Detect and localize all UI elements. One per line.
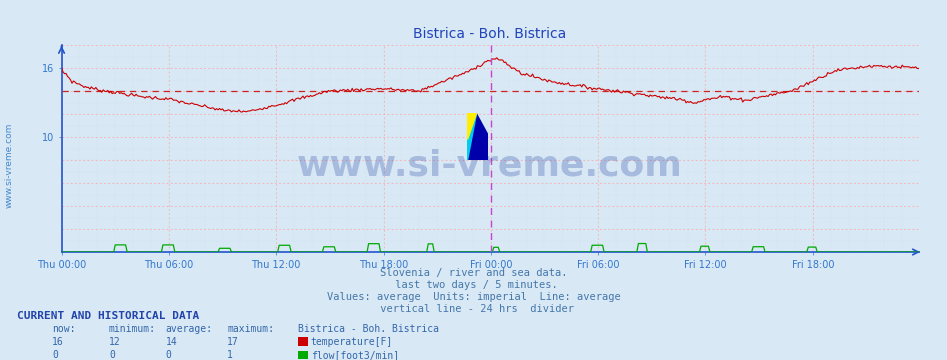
- Text: now:: now:: [52, 324, 76, 334]
- Text: average:: average:: [166, 324, 213, 334]
- Polygon shape: [467, 113, 476, 139]
- Text: Slovenia / river and sea data.: Slovenia / river and sea data.: [380, 268, 567, 278]
- Text: minimum:: minimum:: [109, 324, 156, 334]
- Polygon shape: [467, 113, 476, 160]
- Text: Values: average  Units: imperial  Line: average: Values: average Units: imperial Line: av…: [327, 292, 620, 302]
- Text: last two days / 5 minutes.: last two days / 5 minutes.: [389, 280, 558, 290]
- Text: 0: 0: [166, 350, 171, 360]
- Text: Bistrica - Boh. Bistrica: Bistrica - Boh. Bistrica: [298, 324, 439, 334]
- Text: vertical line - 24 hrs  divider: vertical line - 24 hrs divider: [373, 304, 574, 314]
- Title: Bistrica - Boh. Bistrica: Bistrica - Boh. Bistrica: [414, 27, 566, 41]
- Text: 1: 1: [227, 350, 233, 360]
- Text: www.si-vreme.com: www.si-vreme.com: [5, 123, 14, 208]
- Text: www.si-vreme.com: www.si-vreme.com: [297, 148, 683, 182]
- Text: temperature[F]: temperature[F]: [311, 337, 393, 347]
- Text: flow[foot3/min]: flow[foot3/min]: [311, 350, 399, 360]
- Text: 14: 14: [166, 337, 177, 347]
- Text: 12: 12: [109, 337, 120, 347]
- Text: CURRENT AND HISTORICAL DATA: CURRENT AND HISTORICAL DATA: [17, 311, 199, 321]
- Text: 0: 0: [109, 350, 115, 360]
- Polygon shape: [467, 113, 488, 160]
- Text: 17: 17: [227, 337, 239, 347]
- Text: 16: 16: [52, 337, 63, 347]
- Text: 0: 0: [52, 350, 58, 360]
- Text: maximum:: maximum:: [227, 324, 275, 334]
